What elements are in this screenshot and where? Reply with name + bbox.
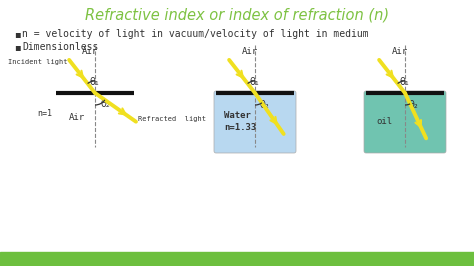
FancyBboxPatch shape	[214, 91, 296, 153]
Text: θ₁: θ₁	[400, 77, 409, 86]
Text: Refracted  light: Refracted light	[138, 116, 206, 122]
Text: Refractive index or index of refraction (n): Refractive index or index of refraction …	[85, 7, 389, 23]
Text: Air: Air	[82, 47, 98, 56]
Text: n=1.33: n=1.33	[224, 123, 256, 132]
Bar	[0, 252, 474, 266]
Text: Dimensionless: Dimensionless	[22, 42, 99, 52]
Text: θ₂: θ₂	[100, 99, 110, 109]
Text: n=1: n=1	[37, 110, 52, 118]
Text: Water: Water	[224, 111, 251, 120]
Text: Incident light: Incident light	[8, 59, 67, 65]
Text: ▪: ▪	[14, 42, 21, 52]
FancyBboxPatch shape	[364, 91, 446, 153]
Text: Air: Air	[392, 47, 408, 56]
Text: Air: Air	[242, 47, 258, 56]
Text: θ₁: θ₁	[249, 77, 259, 86]
Text: θ₁: θ₁	[90, 77, 99, 86]
Text: Air: Air	[69, 114, 85, 123]
Text: oil: oil	[376, 118, 392, 127]
Text: n = velocity of light in vacuum/velocity of light in medium: n = velocity of light in vacuum/velocity…	[22, 29, 369, 39]
Text: θ₂: θ₂	[409, 100, 419, 110]
Text: θ₂: θ₂	[259, 99, 269, 110]
Text: ▪: ▪	[14, 29, 21, 39]
